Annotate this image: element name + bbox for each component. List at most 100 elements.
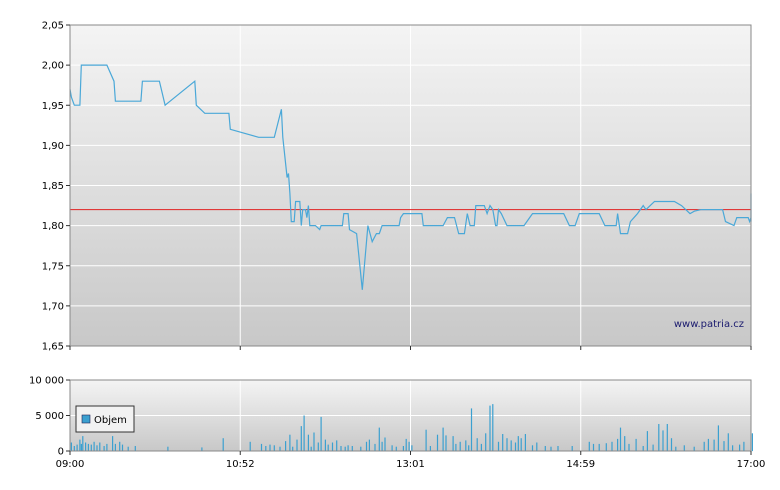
volume-bar xyxy=(713,439,715,451)
x-tick-label: 13:01 xyxy=(396,459,425,470)
volume-panel: 0 5 000 10 000 Objem xyxy=(29,376,753,458)
volume-bar xyxy=(378,427,380,451)
volume-bar xyxy=(365,441,368,451)
volume-bar xyxy=(340,446,342,451)
volume-bar xyxy=(492,404,494,451)
volume-bar xyxy=(652,444,654,451)
volume-bar xyxy=(544,446,546,451)
volume-bar xyxy=(502,434,504,451)
price-grid xyxy=(70,25,751,346)
volume-bar xyxy=(402,446,404,451)
volume-bar xyxy=(103,446,105,451)
volume-bar xyxy=(425,429,427,451)
volume-bar xyxy=(121,444,124,451)
volume-bar xyxy=(303,415,305,451)
price-panel: 1,65 1,70 1,75 1,80 1,85 1,90 1,95 2,00 2,05 www… xyxy=(42,21,752,353)
x-axis: 09:00 10:52 13:01 14:59 17:00 xyxy=(56,346,765,470)
price-y-tick-label: 2,05 xyxy=(42,21,64,32)
volume-bar xyxy=(670,438,673,451)
volume-bar xyxy=(455,443,457,451)
volume-bar xyxy=(619,427,622,451)
volume-bar xyxy=(90,444,92,451)
volume-bar xyxy=(269,444,271,451)
volume-bar xyxy=(489,405,491,451)
volume-bar xyxy=(642,446,644,451)
volume-bar xyxy=(646,431,648,451)
volume-bar xyxy=(703,441,705,451)
volume-bar xyxy=(429,446,431,451)
volume-bar xyxy=(99,442,101,451)
volume-bar xyxy=(327,444,329,451)
volume-bar xyxy=(635,438,637,451)
volume-bar xyxy=(592,443,595,451)
volume-bar xyxy=(550,446,552,451)
volume-bar xyxy=(588,441,590,451)
volume-bar xyxy=(468,445,470,451)
volume-bar xyxy=(265,446,267,451)
volume-legend: Objem xyxy=(75,405,135,433)
volume-bar xyxy=(727,433,729,452)
volume-bar xyxy=(497,441,500,451)
volume-bar xyxy=(658,424,660,451)
volume-bar xyxy=(289,434,291,451)
volume-bar xyxy=(395,446,397,451)
volume-bar xyxy=(368,439,370,451)
volume-bar xyxy=(106,443,108,451)
volume-bar xyxy=(743,441,745,451)
volume-bar xyxy=(480,443,482,451)
volume-bar xyxy=(510,440,512,451)
volume-bar xyxy=(408,441,410,451)
price-y-tick-label: 1,85 xyxy=(42,181,64,192)
volume-y-tick-label: 5 000 xyxy=(35,411,64,422)
volume-bar xyxy=(381,441,383,451)
volume-bar xyxy=(279,446,281,451)
volume-bar xyxy=(127,446,129,451)
price-y-tick-label: 1,65 xyxy=(42,342,64,353)
legend-swatch xyxy=(81,414,91,424)
volume-bar xyxy=(317,442,319,451)
volume-bar xyxy=(598,443,600,451)
volume-bar xyxy=(296,439,298,451)
volume-bar xyxy=(662,430,664,451)
volume-bar xyxy=(517,436,519,451)
volume-bar xyxy=(445,435,447,451)
volume-bar xyxy=(485,433,487,452)
x-tick-label: 10:52 xyxy=(226,459,255,470)
volume-y-axis: 0 5 000 10 000 xyxy=(29,376,70,458)
volume-bar xyxy=(285,441,287,451)
price-y-tick-label: 1,80 xyxy=(42,221,64,232)
price-y-axis: 1,65 1,70 1,75 1,80 1,85 1,90 1,95 2,00 2,05 xyxy=(42,21,70,353)
price-y-tick-label: 1,90 xyxy=(42,141,64,152)
volume-bar xyxy=(167,446,169,451)
volume-bar xyxy=(611,441,613,451)
volume-bar xyxy=(536,442,538,451)
volume-grid xyxy=(70,380,751,451)
volume-bar xyxy=(459,441,461,451)
volume-bar xyxy=(520,438,522,451)
volume-bar xyxy=(514,442,517,451)
volume-bar xyxy=(470,408,473,451)
volume-bar xyxy=(134,446,136,451)
volume-bar xyxy=(76,444,78,451)
volume-bar xyxy=(85,442,87,451)
volume-bar xyxy=(739,444,741,451)
volume-bar xyxy=(292,446,294,451)
volume-bar xyxy=(93,441,95,451)
volume-bar xyxy=(506,438,508,451)
volume-bar xyxy=(96,445,98,451)
volume-bar xyxy=(557,446,559,451)
volume-bar xyxy=(666,424,668,451)
volume-bar xyxy=(351,446,353,451)
volume-bar xyxy=(605,443,607,451)
volume-bar xyxy=(675,446,677,451)
volume-bar xyxy=(73,446,75,451)
volume-bar xyxy=(751,433,753,452)
volume-bar xyxy=(717,425,719,451)
volume-bar xyxy=(307,434,309,451)
x-tick-label: 14:59 xyxy=(566,459,595,470)
volume-bar xyxy=(347,445,349,451)
volume-bar xyxy=(80,443,82,451)
price-y-tick-label: 1,70 xyxy=(42,301,64,312)
volume-bar xyxy=(320,416,322,451)
